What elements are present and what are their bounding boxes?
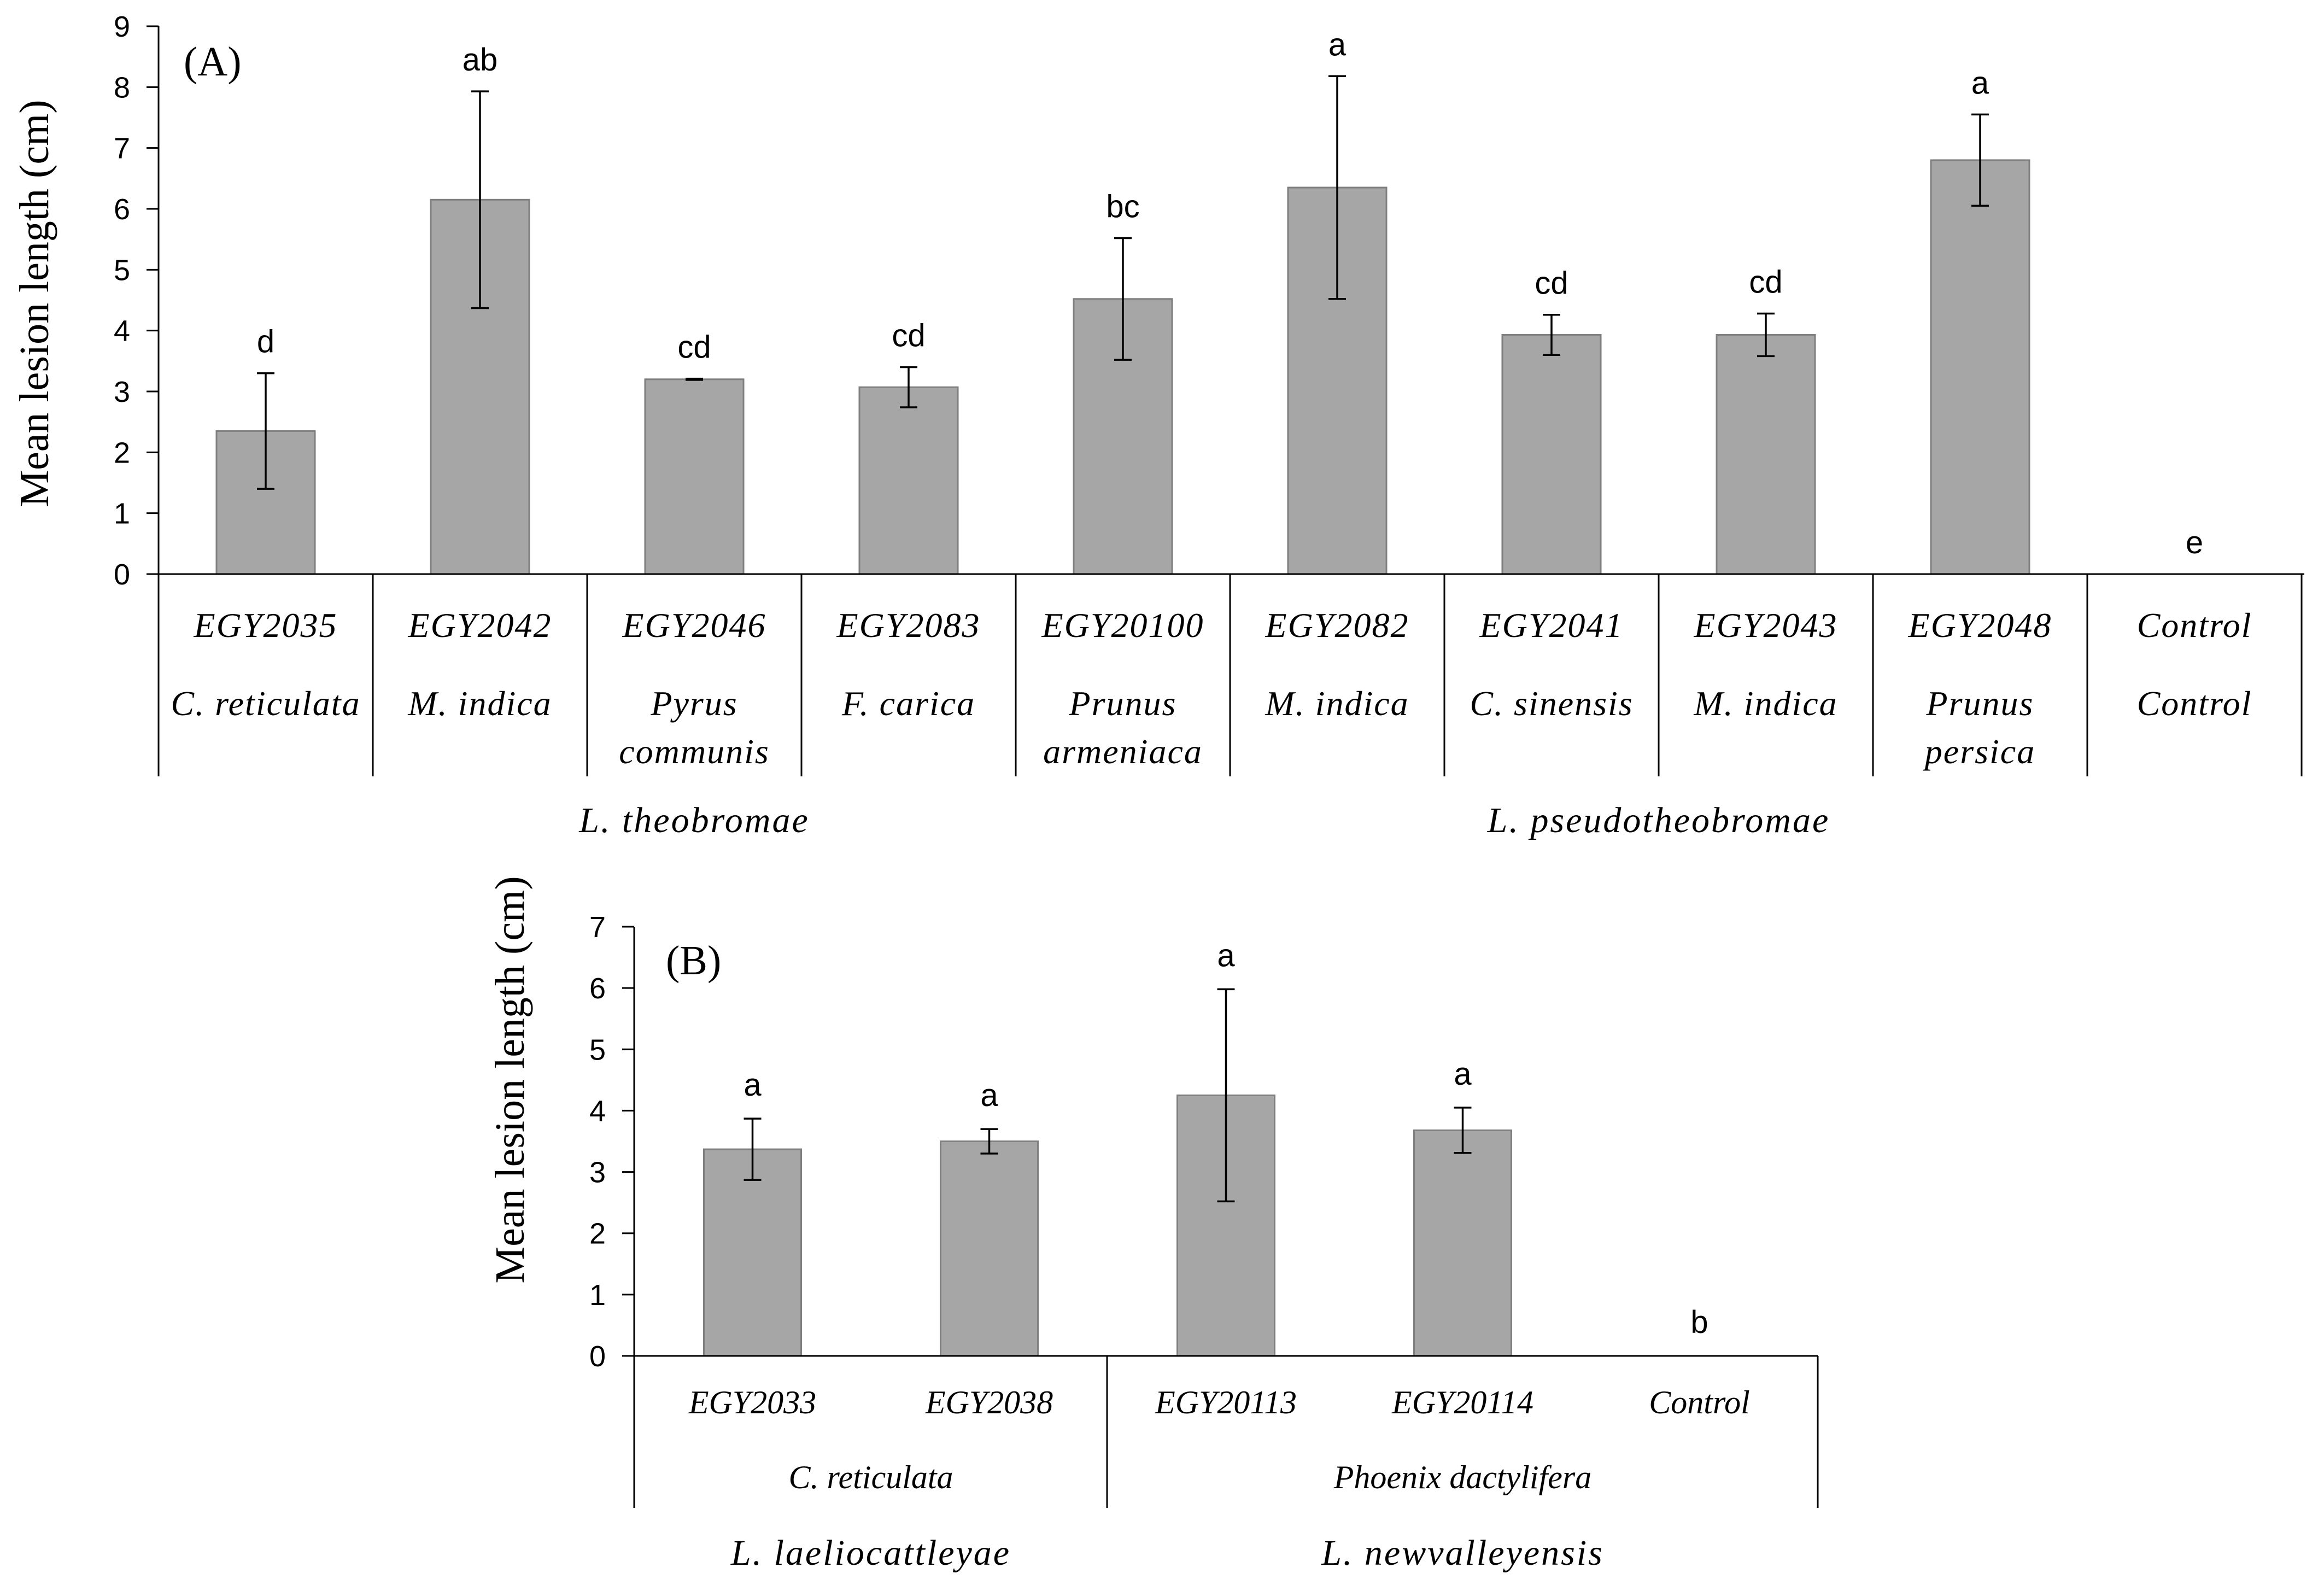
group-label: L. newvalleyensis — [1321, 1533, 1604, 1573]
category-label: EGY2038 — [925, 1384, 1053, 1420]
category-label: EGY20113 — [1155, 1384, 1297, 1420]
host-label: Prunus — [1926, 684, 2034, 723]
significance-label: cd — [1749, 264, 1782, 300]
bar — [1413, 1129, 1512, 1357]
category-label: EGY2082 — [1265, 606, 1409, 645]
significance-label: bc — [1106, 189, 1139, 224]
group-label: L. laeliocattleyae — [730, 1533, 1011, 1573]
host-label: M. indica — [407, 684, 552, 723]
y-tick-label: 5 — [589, 1033, 606, 1066]
bar — [858, 386, 959, 575]
host-label: C. reticulata — [171, 684, 360, 723]
significance-label: e — [2186, 525, 2203, 560]
significance-label: cd — [1535, 266, 1568, 301]
y-axis-label-a: Mean lesion length (cm) — [11, 100, 57, 507]
y-tick-label: 1 — [589, 1279, 606, 1312]
bar — [644, 378, 745, 575]
host-label: C. sinensis — [1470, 684, 1633, 723]
bar — [1716, 334, 1816, 575]
category-labels-b: EGY2033 EGY2038 EGY20113 EGY20114 Control — [688, 1384, 1750, 1420]
group-label: L. pseudotheobromae — [1487, 800, 1830, 840]
category-label: EGY2041 — [1479, 606, 1624, 645]
significance-label: a — [1971, 65, 1989, 101]
category-labels-a: EGY2035 C. reticulata EGY2042 M. indica EGY2… — [171, 606, 2252, 771]
significance-label: cd — [677, 330, 711, 365]
category-label: EGY2033 — [688, 1384, 816, 1420]
y-tick-label: 2 — [589, 1218, 606, 1250]
bar — [1501, 334, 1602, 575]
significance-label: a — [980, 1078, 998, 1113]
bar — [703, 1148, 802, 1357]
chart-panel-a: (A) Mean lesion length (cm) 0 1 2 3 4 5 6 7 8 9 d… — [11, 10, 2304, 840]
category-label: EGY2043 — [1694, 606, 1838, 645]
significance-label: b — [1690, 1305, 1708, 1340]
error-bars-b — [744, 988, 1472, 1203]
y-tick-label: 1 — [114, 498, 130, 530]
category-label: EGY20100 — [1041, 606, 1204, 645]
significance-label: a — [1217, 938, 1235, 973]
host-label: communis — [619, 732, 770, 771]
y-tick-label: 7 — [589, 911, 606, 944]
significance-label: a — [1454, 1056, 1472, 1092]
host-label: M. indica — [1265, 684, 1409, 723]
group-labels-a: L. theobromae L. pseudotheobromae — [578, 800, 1830, 840]
y-tick-label: 4 — [589, 1095, 606, 1127]
host-label: M. indica — [1693, 684, 1837, 723]
panel-label-a: (A) — [184, 39, 242, 85]
y-tick-label: 8 — [114, 71, 130, 104]
y-ticks-b: 0 1 2 3 4 5 6 7 — [589, 911, 606, 1373]
category-label: Control — [2137, 606, 2252, 645]
y-tick-label: 9 — [114, 10, 130, 43]
y-axis-label-b: Mean lesion length (cm) — [487, 876, 533, 1283]
y-tick-label: 0 — [114, 558, 130, 591]
category-label: EGY2048 — [1908, 606, 2052, 645]
host-label: Phoenix dactylifera — [1333, 1459, 1592, 1495]
significance-labels-a: d ab cd cd bc a cd cd a e — [257, 27, 2203, 560]
y-tick-label: 6 — [114, 193, 130, 226]
significance-label: cd — [892, 318, 925, 353]
host-label: Prunus — [1069, 684, 1177, 723]
axes-b — [622, 926, 1819, 1508]
significance-label: a — [744, 1067, 762, 1103]
y-tick-label: 6 — [589, 972, 606, 1005]
host-label: C. reticulata — [788, 1459, 953, 1495]
significance-label: d — [257, 324, 274, 360]
y-tick-label: 4 — [114, 315, 130, 348]
y-ticks-a: 0 1 2 3 4 5 6 7 8 9 — [114, 10, 130, 591]
significance-label: ab — [463, 42, 498, 78]
y-tick-label: 3 — [114, 376, 130, 408]
category-label: Control — [1649, 1384, 1749, 1420]
bar — [940, 1140, 1039, 1357]
category-label: EGY2042 — [408, 606, 552, 645]
axes-a — [147, 25, 2304, 776]
category-label: EGY2046 — [622, 606, 766, 645]
y-tick-label: 5 — [114, 254, 130, 286]
bars-b — [703, 1094, 1512, 1357]
bar — [1930, 159, 2030, 575]
panel-label-b: (B) — [666, 938, 721, 984]
host-label: persica — [1923, 732, 2035, 771]
host-label: F. carica — [841, 684, 975, 723]
y-tick-label: 2 — [114, 436, 130, 469]
category-label: EGY20114 — [1391, 1384, 1533, 1420]
group-labels-b: L. laeliocattleyae L. newvalleyensis — [730, 1533, 1604, 1573]
host-label: armeniaca — [1043, 732, 1203, 771]
y-tick-label: 0 — [589, 1340, 606, 1373]
significance-label: a — [1328, 27, 1347, 62]
y-tick-label: 3 — [589, 1156, 606, 1189]
error-bars-a — [257, 75, 1989, 490]
y-tick-label: 7 — [114, 132, 130, 165]
category-label: EGY2083 — [836, 606, 981, 645]
category-label: EGY2035 — [194, 606, 338, 645]
group-label: L. theobromae — [578, 800, 810, 840]
host-label: Pyrus — [650, 684, 737, 723]
host-label: Control — [2137, 684, 2252, 723]
significance-labels-b: a a a a b — [744, 938, 1708, 1340]
host-labels-b: C. reticulata Phoenix dactylifera — [788, 1459, 1591, 1495]
